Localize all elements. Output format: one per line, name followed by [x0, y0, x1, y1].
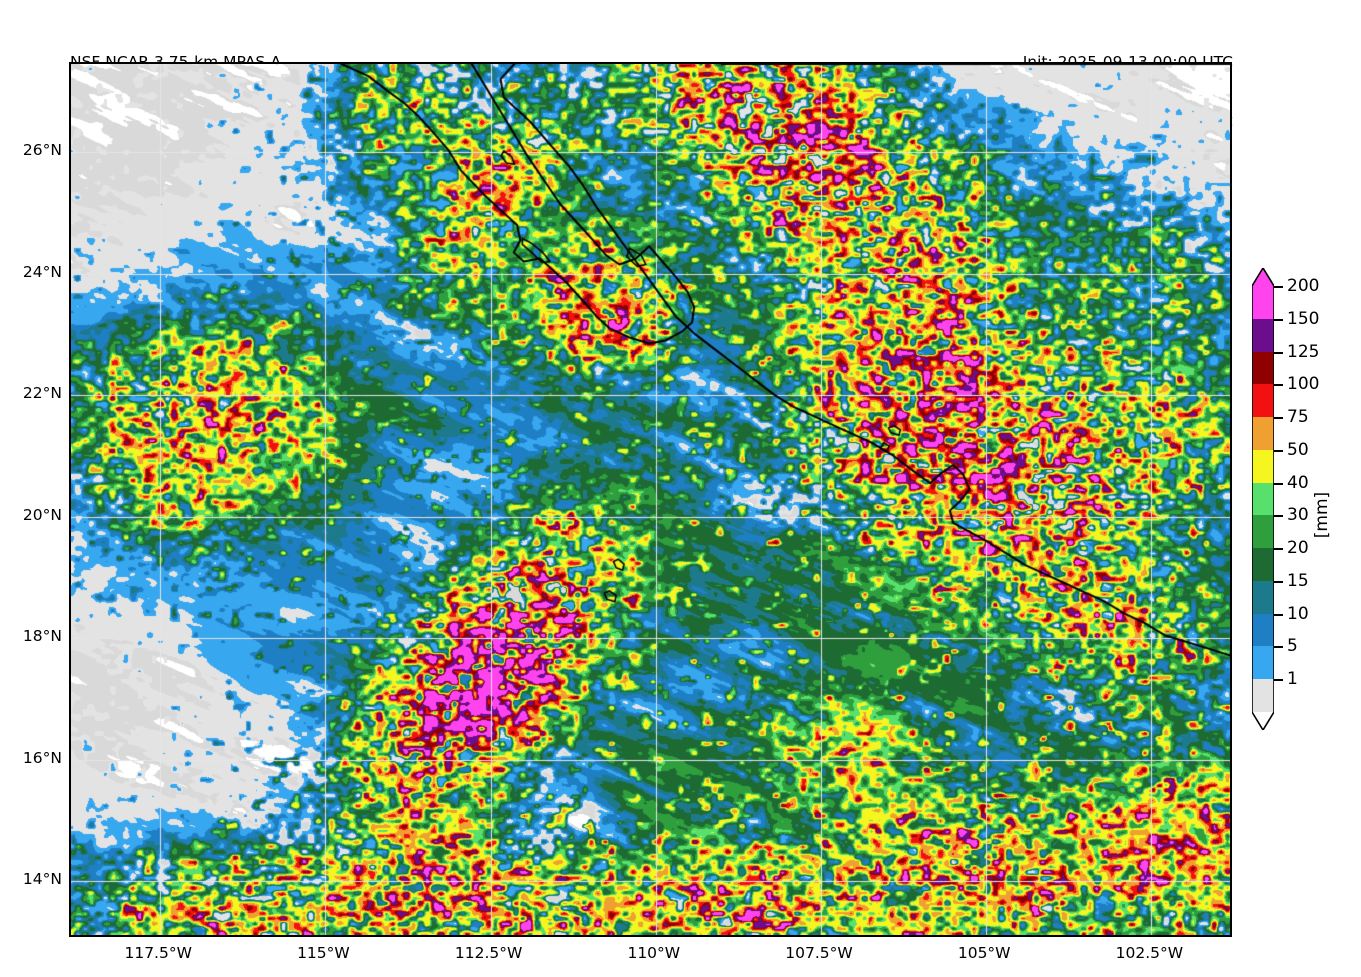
colorbar-band: [1252, 646, 1274, 680]
colorbar-tick: [1274, 449, 1283, 452]
y-tick-label: 22°N: [22, 384, 62, 403]
colorbar-tick: [1274, 679, 1283, 682]
x-tick-label: 112.5°W: [454, 944, 523, 962]
colorbar-tick-label: 20: [1287, 538, 1309, 559]
y-tick-label: 18°N: [22, 627, 62, 646]
y-tick-label: 16°N: [22, 748, 62, 767]
colorbar-band: [1252, 384, 1274, 418]
y-tick-label: 14°N: [22, 870, 62, 889]
colorbar-band: [1252, 417, 1274, 450]
y-tick-label: 20°N: [22, 505, 62, 524]
x-tick-label: 110°W: [627, 944, 681, 962]
colorbar-tick: [1274, 580, 1283, 583]
colorbar-tick-label: 1: [1287, 669, 1298, 690]
colorbar-tick: [1274, 646, 1283, 649]
x-tick-label: 102.5°W: [1115, 944, 1184, 962]
colorbar-tick: [1274, 351, 1283, 354]
colorbar-tick: [1274, 515, 1283, 518]
map-plot-area[interactable]: [69, 62, 1232, 937]
colorbar-band: [1252, 449, 1274, 483]
colorbar-band: [1252, 679, 1274, 712]
colorbar-tick: [1274, 384, 1283, 387]
colorbar-tick: [1274, 318, 1283, 321]
colorbar-band: [1252, 548, 1274, 581]
colorbar-band: [1252, 318, 1274, 352]
colorbar-tick-label: 5: [1287, 636, 1298, 657]
colorbar-tick-label: 75: [1287, 407, 1309, 428]
colorbar-band: [1252, 580, 1274, 614]
colorbar-band: [1252, 515, 1274, 549]
colorbar-tick-label: 40: [1287, 472, 1309, 493]
colorbar-min-extend-arrow: [1252, 712, 1274, 730]
colorbar-tick-label: 30: [1287, 505, 1309, 526]
colorbar[interactable]: [1252, 268, 1274, 730]
colorbar-tick-label: 10: [1287, 603, 1309, 624]
colorbar-band: [1252, 613, 1274, 647]
colorbar-tick-label: 125: [1287, 341, 1320, 362]
colorbar-band: [1252, 351, 1274, 385]
precipitation-heatmap-canvas[interactable]: [71, 64, 1230, 935]
x-tick-label: 115°W: [297, 944, 350, 962]
colorbar-tick: [1274, 613, 1283, 616]
colorbar-tick-label: 200: [1287, 276, 1320, 296]
colorbar-tick: [1274, 417, 1283, 420]
x-tick-label: 107.5°W: [785, 944, 853, 962]
colorbar-tick-label: 150: [1287, 308, 1320, 329]
colorbar-tick: [1274, 548, 1283, 551]
colorbar-band: [1252, 482, 1274, 516]
x-tick-label: 105°W: [957, 944, 1011, 962]
colorbar-tick-label: 50: [1287, 439, 1309, 460]
y-tick-label: 26°N: [22, 141, 62, 160]
colorbar-tick: [1274, 482, 1283, 485]
colorbar-max-extend-arrow: [1252, 268, 1274, 286]
colorbar-tick: [1274, 286, 1283, 288]
colorbar-bands: [1252, 286, 1274, 712]
colorbar-tick-label: 15: [1287, 570, 1309, 591]
y-tick-label: 24°N: [22, 262, 62, 281]
x-tick-label: 117.5°W: [124, 944, 192, 962]
colorbar-units-label: [mm]: [1312, 491, 1332, 539]
colorbar-tick-label: 100: [1287, 374, 1320, 395]
colorbar-band: [1252, 286, 1274, 319]
